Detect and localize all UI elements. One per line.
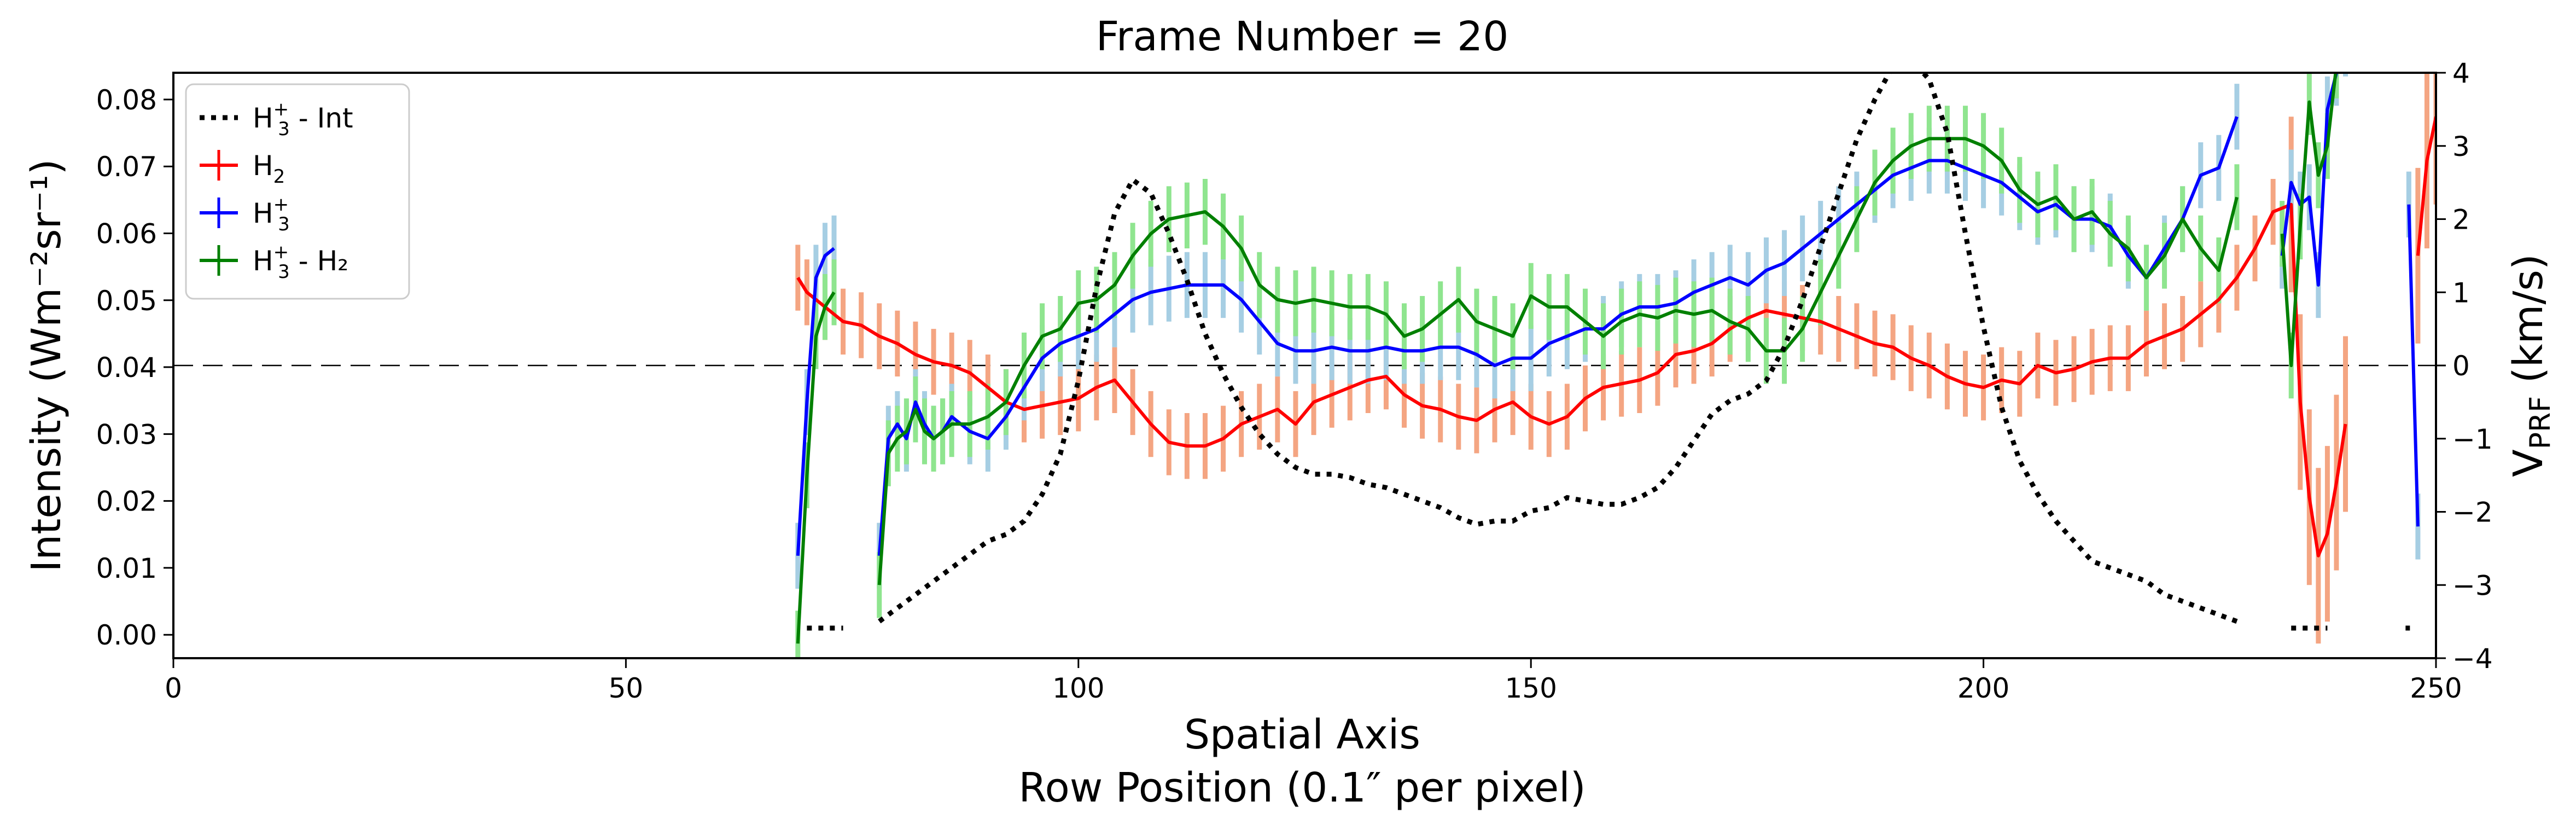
- right-y-tick-label-4: 0: [2452, 350, 2470, 382]
- right-y-tick-label-0: −4: [2452, 643, 2493, 675]
- velocity-line-2-2: [2280, 73, 2338, 367]
- right-y-axis-label-subscript: PRF: [2524, 396, 2557, 449]
- left-y-tick-label-2: 0.02: [96, 486, 157, 518]
- left-y-axis-label: Intensity (Wm⁻²sr⁻¹): [23, 159, 70, 572]
- legend-entry-3: H+ 3 - H₂: [200, 241, 348, 283]
- left-y-tick-label-5: 0.05: [96, 285, 157, 317]
- x-tick-label-1: 50: [609, 672, 644, 704]
- legend-entries: H+ 3 - Int H2 H+ 3 H+ 3 - H₂: [200, 98, 353, 283]
- chart-title: Frame Number = 20: [1096, 13, 1509, 60]
- left-y-tick-label-0: 0.00: [96, 619, 157, 651]
- x-tick-label-4: 200: [1957, 672, 2009, 704]
- velocity-line-2-1: [877, 137, 2239, 585]
- left-y-tick-label-6: 0.06: [96, 218, 157, 249]
- x-axis-label: Spatial Axis: [1184, 711, 1420, 758]
- velocity-line-2-0: [796, 291, 836, 644]
- right-y-tick-label-6: 2: [2452, 204, 2470, 236]
- right-y-tick-label-3: −1: [2452, 423, 2493, 455]
- legend-label-1: H2: [253, 150, 285, 188]
- x-tick-label-5: 250: [2410, 672, 2462, 704]
- left-y-tick-label-8: 0.08: [96, 84, 157, 116]
- velocity-line-1-0: [796, 247, 835, 556]
- legend-entry-0: H+ 3 - Int: [200, 98, 353, 140]
- x-tick-label-0: 0: [165, 672, 182, 704]
- right-y-axis-label: VPRF (km/s): [2505, 254, 2557, 477]
- x-axis: 0 50 100 150 200 250: [165, 658, 2462, 704]
- legend: H+ 3 - Int H2 H+ 3 H+ 3 - H₂: [185, 83, 410, 300]
- right-y-tick-label-2: −2: [2452, 497, 2493, 529]
- legend-box: [185, 83, 410, 300]
- velocity-line-1-1: [877, 116, 2239, 556]
- right-y-tick-label-7: 3: [2452, 131, 2470, 162]
- right-y-tick-label-8: 4: [2452, 57, 2470, 89]
- right-y-tick-label-1: −3: [2452, 570, 2493, 601]
- legend-label-0: H+ 3 - Int: [253, 98, 353, 140]
- left-y-tick-label-1: 0.01: [96, 553, 157, 584]
- intensity-line-1: [878, 73, 2238, 624]
- right-y-axis-label-unit: (km/s): [2505, 254, 2552, 396]
- x-tick-label-2: 100: [1052, 672, 1104, 704]
- left-y-tick-label-7: 0.07: [96, 151, 157, 183]
- legend-label-2: H+ 3: [253, 194, 290, 235]
- right-y-axis: −4 −3 −2 −1 0 1 2 3 4: [2436, 57, 2493, 675]
- velocity-line-0-0: [796, 202, 2347, 558]
- left-y-tick-label-4: 0.04: [96, 352, 157, 384]
- plot-area: [173, 73, 2436, 658]
- legend-label-3: H+ 3 - H₂: [253, 241, 348, 283]
- left-y-axis: 0.00 0.01 0.02 0.03 0.04 0.05 0.06 0.07 0.08: [96, 84, 173, 651]
- right-y-axis-label-base: V: [2505, 449, 2552, 477]
- left-y-tick-label-3: 0.03: [96, 419, 157, 450]
- legend-entry-1: H2: [200, 150, 285, 188]
- velocity-line-0-1: [2416, 116, 2436, 256]
- right-y-tick-label-5: 1: [2452, 277, 2470, 309]
- x-axis-sublabel: Row Position (0.1″ per pixel): [1018, 764, 1586, 811]
- velocity-line-1-3: [2407, 204, 2420, 527]
- x-tick-label-3: 150: [1505, 672, 1557, 704]
- legend-entry-2: H+ 3: [200, 194, 290, 235]
